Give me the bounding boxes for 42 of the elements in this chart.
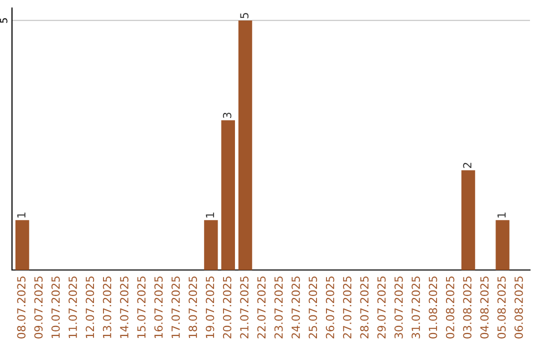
x-tick-label: 05.08.2025 [497, 276, 506, 338]
x-tick-label: 23.07.2025 [274, 276, 283, 338]
x-tick-label: 20.07.2025 [222, 276, 232, 338]
x-tick-label: 15.07.2025 [137, 276, 146, 338]
x-tick-label: 22.07.2025 [257, 276, 266, 338]
x-tick-label: 11.07.2025 [68, 276, 77, 338]
x-tick-label: 10.07.2025 [51, 276, 60, 338]
data-label: 1 [206, 212, 214, 218]
x-tick-label: 24.07.2025 [292, 276, 300, 338]
x-tick-label: 26.07.2025 [326, 276, 334, 338]
x-tick-label: 04.08.2025 [480, 276, 489, 338]
x-tick-label: 31.07.2025 [412, 276, 420, 338]
x-tick-label: 06.08.2025 [514, 276, 523, 338]
x-tick-label: 16.07.2025 [154, 276, 163, 338]
x-tick-label: 03.08.2025 [463, 276, 472, 338]
bar [461, 170, 476, 270]
data-label: 3 [222, 112, 232, 118]
x-tick-label: 17.07.2025 [171, 276, 180, 338]
x-tick-label: 13.07.2025 [102, 276, 112, 338]
bar [204, 220, 218, 270]
x-tick-label: 01.08.2025 [428, 276, 438, 338]
bar [15, 220, 30, 270]
data-label: 5 [240, 12, 248, 18]
x-tick-label: 19.07.2025 [206, 276, 214, 338]
x-tick-label: 27.07.2025 [343, 276, 352, 338]
x-tick-label: 14.07.2025 [120, 276, 128, 338]
x-tick-label: 18.07.2025 [188, 276, 198, 338]
x-tick-label: 21.07.2025 [240, 276, 248, 338]
bar [238, 20, 252, 270]
x-tick-label: 29.07.2025 [377, 276, 386, 338]
x-tick-label: 25.07.2025 [308, 276, 318, 338]
x-tick-label: 28.07.2025 [360, 276, 369, 338]
x-tick-label: 12.07.2025 [86, 276, 94, 338]
x-tick-label: 09.07.2025 [34, 276, 43, 338]
x-tick-label: 30.07.2025 [394, 276, 403, 338]
data-label: 2 [463, 162, 472, 168]
x-tick-label: 02.08.2025 [446, 276, 454, 338]
data-label: 1 [498, 212, 506, 218]
x-tick-label: 08.07.2025 [17, 276, 26, 338]
bar [221, 120, 235, 270]
bar [496, 220, 510, 270]
data-label: 1 [17, 212, 26, 218]
